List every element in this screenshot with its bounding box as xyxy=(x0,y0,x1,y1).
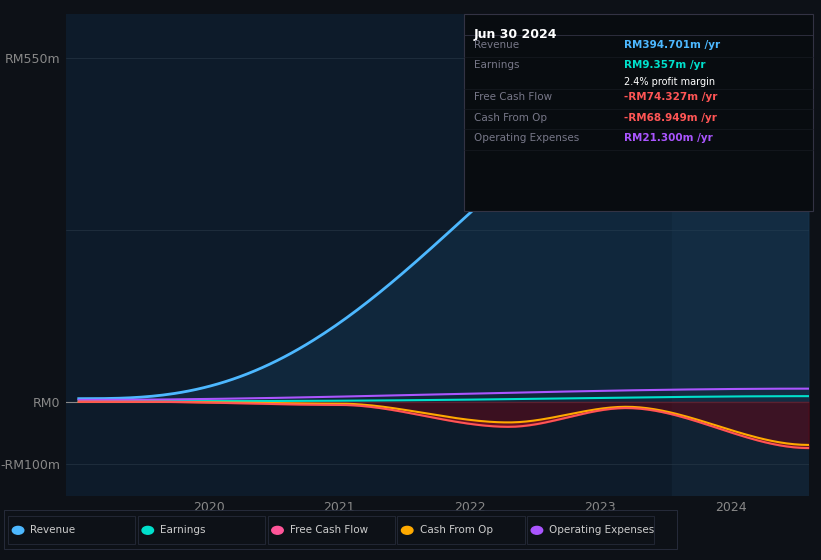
Text: Earnings: Earnings xyxy=(160,525,205,535)
Text: Operating Expenses: Operating Expenses xyxy=(474,133,579,143)
Text: Revenue: Revenue xyxy=(30,525,76,535)
Text: Free Cash Flow: Free Cash Flow xyxy=(290,525,368,535)
Text: Revenue: Revenue xyxy=(474,40,519,50)
Text: -RM74.327m /yr: -RM74.327m /yr xyxy=(624,92,718,102)
Text: Cash From Op: Cash From Op xyxy=(420,525,493,535)
Text: Earnings: Earnings xyxy=(474,60,519,70)
Bar xyxy=(672,14,821,496)
Text: RM9.357m /yr: RM9.357m /yr xyxy=(624,60,705,70)
Text: RM21.300m /yr: RM21.300m /yr xyxy=(624,133,713,143)
Text: RM394.701m /yr: RM394.701m /yr xyxy=(624,40,720,50)
Text: 2.4% profit margin: 2.4% profit margin xyxy=(624,77,715,87)
Text: Operating Expenses: Operating Expenses xyxy=(549,525,654,535)
Text: Free Cash Flow: Free Cash Flow xyxy=(474,92,552,102)
Text: Jun 30 2024: Jun 30 2024 xyxy=(474,28,557,41)
Text: Cash From Op: Cash From Op xyxy=(474,113,547,123)
Text: -RM68.949m /yr: -RM68.949m /yr xyxy=(624,113,717,123)
